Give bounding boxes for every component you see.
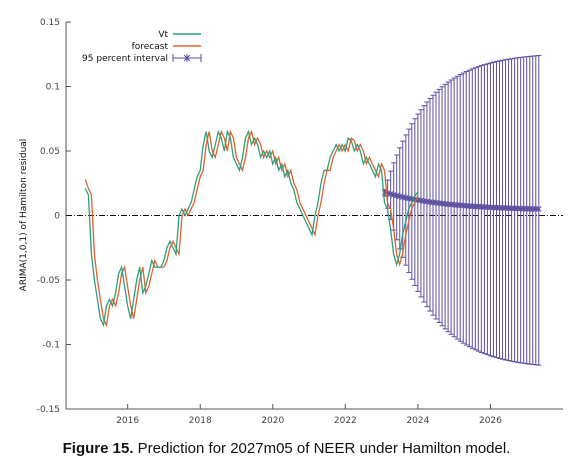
- y-tick-label: 0.05: [40, 147, 60, 157]
- legend-swatch-interval: [172, 54, 202, 62]
- y-tick-label: -0.05: [37, 276, 60, 286]
- x-tick-label: 2024: [406, 416, 429, 426]
- figure-caption-label: Figure 15.: [62, 440, 134, 457]
- y-tick-label: -0.15: [37, 405, 60, 415]
- y-tick-label: -0.1: [42, 341, 60, 351]
- y-tick-label: 0: [54, 212, 60, 222]
- interval-center-line: [384, 191, 539, 210]
- x-tick-label: 2022: [334, 416, 357, 426]
- x-tick-label: 2026: [479, 416, 502, 426]
- interval-point-marker: [535, 206, 542, 213]
- y-ticks: -0.15 -0.1 -0.05 0 0.05 0.1 0.15: [37, 18, 71, 415]
- y-axis-label: ARIMA(1,0,1) of Hamilton residual: [19, 139, 29, 292]
- legend-label-interval: 95 percent interval: [82, 54, 168, 64]
- series-line-vt: [84, 129, 419, 328]
- interval-series: [381, 55, 542, 366]
- legend-label-vt: Vt: [158, 30, 168, 40]
- legend-label-forecast: forecast: [132, 42, 169, 52]
- y-tick-label: 0.1: [46, 83, 60, 93]
- x-ticks: 2016 2018 2020 2022 2024 2026: [116, 404, 502, 426]
- x-tick-label: 2020: [261, 416, 284, 426]
- figure-caption: Figure 15. Prediction for 2027m05 of NEE…: [0, 440, 573, 457]
- figure-caption-text: Prediction for 2027m05 of NEER under Ham…: [133, 440, 511, 457]
- y-tick-label: 0.15: [40, 18, 60, 28]
- line-series: [84, 129, 419, 328]
- legend: Vt forecast 95 percent interval: [82, 30, 202, 64]
- x-tick-label: 2018: [189, 416, 212, 426]
- x-tick-label: 2016: [116, 416, 139, 426]
